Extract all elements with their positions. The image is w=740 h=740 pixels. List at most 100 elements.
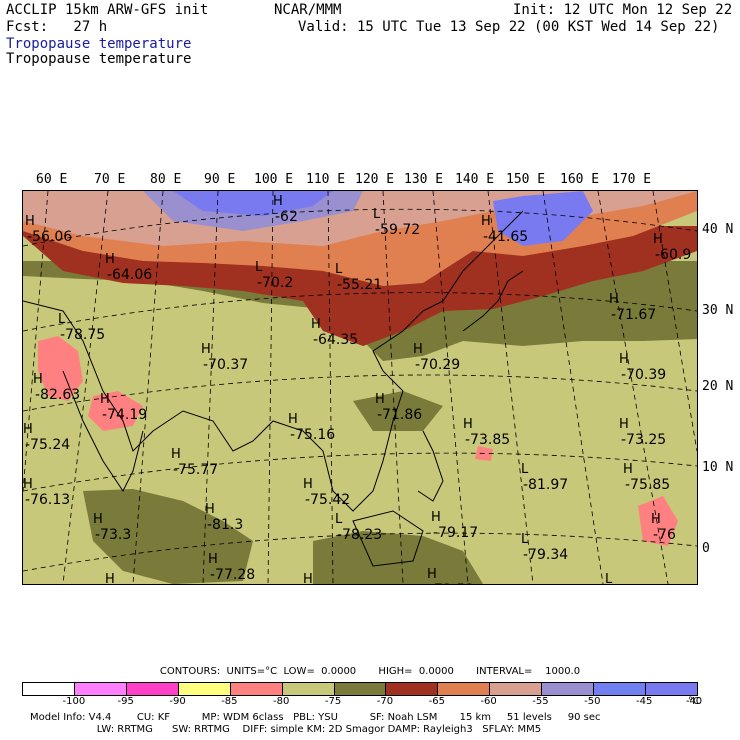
high-marker: H (463, 417, 473, 432)
high-marker: H (619, 352, 629, 367)
longitude-label: 110 E (306, 172, 346, 187)
low-marker: L (255, 260, 263, 275)
parallel-20n (23, 374, 697, 412)
longitude-label: 120 E (355, 172, 395, 187)
legend-swatch (282, 683, 335, 695)
high-marker: H (23, 422, 33, 437)
marker-value: -76.13 (25, 492, 70, 508)
marker-value: -75.42 (305, 492, 350, 508)
high-marker: H (273, 194, 283, 209)
marker-value: -76 (653, 527, 676, 543)
forecast-hour: Fcst: 27 h (6, 19, 108, 35)
longitude-label: 150 E (506, 172, 546, 187)
high-marker: H (201, 342, 211, 357)
marker-value: -81.3 (207, 517, 243, 533)
longitude-label: 140 E (455, 172, 495, 187)
latitude-label: 40 N (702, 222, 734, 237)
high-marker: H (33, 372, 43, 387)
legend-tick-label: -40 (685, 696, 703, 707)
high-marker: H (623, 462, 633, 477)
marker-value: -71.86 (377, 407, 422, 423)
meridian-90e (202, 191, 219, 584)
band-minus75-south-c (353, 391, 443, 431)
parallel-30n (23, 292, 697, 332)
marker-value: -72.53 (429, 582, 474, 585)
model-info-line1: Model Info: V4.4 CU: KF MP: WDM 6class P… (30, 712, 601, 723)
model-title: ACCLIP 15km ARW-GFS init (6, 2, 209, 18)
init-time: Init: 12 UTC Mon 12 Sep 22 (513, 2, 733, 18)
meridian-70e (62, 191, 109, 584)
band-minus50 (173, 191, 593, 246)
meridian-130e (432, 191, 469, 584)
meridian-170e (652, 191, 697, 452)
extrema-markers: H-56.06H-64.06H-62 L-59.72H-41.65 H-60.9L-… (23, 194, 691, 585)
legend-tick-label: -75 (324, 696, 342, 707)
marker-value: -56.06 (27, 229, 72, 245)
marker-value: -59.72 (375, 222, 420, 238)
latitude-label: 0 (702, 541, 710, 556)
legend-tick-label: -85 (221, 696, 238, 707)
longitude-label: 170 E (612, 172, 652, 187)
color-legend (22, 682, 698, 696)
marker-value: -73.3 (95, 527, 131, 543)
marker-value: -70.29 (415, 357, 460, 373)
legend-swatch (386, 683, 439, 695)
meridian-80e (132, 191, 164, 584)
legend-tick-label: -70 (376, 696, 394, 707)
high-marker: H (105, 572, 115, 585)
high-marker: H (619, 417, 629, 432)
meridian-120e (382, 191, 404, 584)
legend-swatch (334, 683, 387, 695)
high-marker: H (93, 512, 103, 527)
tropopause-temperature-map: H-56.06H-64.06H-62 L-59.72H-41.65 H-60.9L-… (22, 190, 698, 585)
legend-swatch (594, 683, 647, 695)
meridian-150e (542, 191, 604, 584)
low-marker: L (521, 462, 529, 477)
contours-info: CONTOURS: UNITS=°C LOW= 0.0000 HIGH= 0.0… (159, 666, 581, 677)
high-marker: H (105, 252, 115, 267)
marker-value: -75.24 (25, 437, 70, 453)
longitude-label: 80 E (150, 172, 182, 187)
longitude-label: 60 E (36, 172, 68, 187)
parallel-40n (23, 208, 697, 247)
band-minus85-b (88, 391, 143, 431)
legend-swatch (542, 683, 595, 695)
band-minus85-c (638, 496, 678, 546)
marker-value: -75.85 (625, 477, 670, 493)
band-minus75-south-b (313, 531, 483, 584)
legend-tick-label: -50 (584, 696, 601, 707)
high-marker: H (25, 214, 35, 229)
coastline-india (62, 370, 144, 492)
legend-swatch (74, 683, 127, 695)
marker-value: -78.23 (337, 527, 382, 543)
meridian-110e (327, 191, 334, 584)
high-marker: H (651, 512, 661, 527)
parallel-0 (23, 532, 697, 572)
legend-tick-label: -80 (273, 696, 290, 707)
marker-value: -64.35 (313, 332, 358, 348)
legend-tick-label: -65 (428, 696, 445, 707)
marker-value: -73.25 (621, 432, 666, 448)
band-minus85-a (38, 336, 83, 401)
legend-swatch (230, 683, 283, 695)
coastline-asia (23, 210, 524, 512)
valid-time: Valid: 15 UTC Tue 13 Sep 22 (00 KST Wed … (298, 19, 720, 35)
meridian-140e (487, 191, 534, 584)
latitude-label: 20 N (702, 379, 734, 394)
legend-swatch (126, 683, 179, 695)
legend-tick-label: °C (688, 696, 700, 707)
marker-value: -70.2 (257, 275, 293, 291)
high-marker: H (205, 502, 215, 517)
low-marker: L (373, 207, 381, 222)
high-marker: H (311, 317, 321, 332)
high-marker: H (23, 477, 33, 492)
high-marker: H (653, 232, 663, 247)
low-marker: L (335, 262, 343, 277)
coastline-japan (462, 270, 524, 332)
legend-tick-label: -45 (635, 696, 653, 707)
model-info-line2: LW: RRTMG SW: RRTMG DIFF: simple KM: 2D … (30, 724, 542, 735)
marker-value: -79.17 (433, 525, 478, 541)
legend-swatch (438, 683, 491, 695)
high-marker: H (375, 392, 385, 407)
latitude-label: 30 N (702, 303, 734, 318)
